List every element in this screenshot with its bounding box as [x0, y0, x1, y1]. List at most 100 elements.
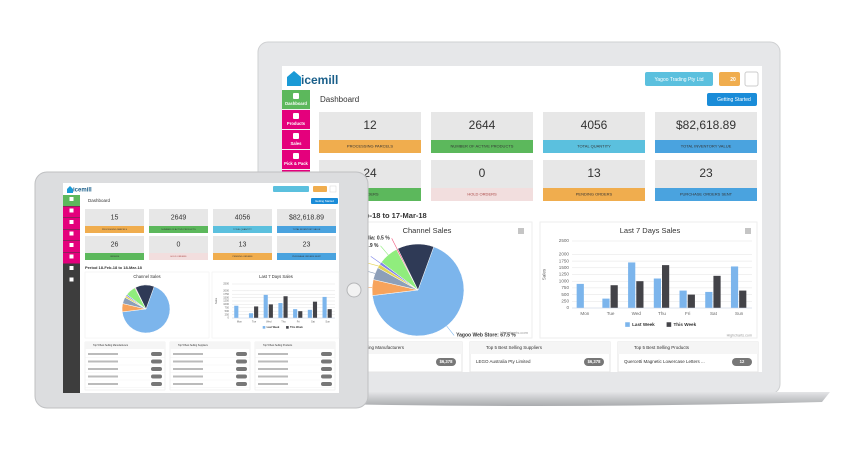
legend-swatch [262, 326, 266, 329]
table-row-text [88, 375, 118, 378]
info-button[interactable] [744, 71, 759, 87]
stat-card [85, 209, 144, 226]
bar [268, 304, 273, 318]
legend-label: This Week [674, 322, 697, 327]
sidebar-icon [293, 153, 299, 159]
sidebar-icon [69, 208, 74, 213]
bar [283, 296, 288, 318]
stat-label: NUMBER OF ACTIVE PRODUCTS [161, 228, 196, 231]
bar [254, 306, 259, 318]
stat-value: 26 [111, 241, 119, 248]
table-row-text [258, 383, 288, 385]
stat-card [149, 209, 208, 226]
sidebar-icon [293, 133, 299, 139]
sidebar-icon [69, 277, 74, 282]
table-row-badge [236, 374, 247, 379]
stat-value: 4056 [235, 214, 251, 221]
table-row-text [88, 353, 118, 355]
stat-label: PURCHASE ORDERS SENT [680, 192, 733, 197]
y-tick-label: 0 [566, 305, 569, 310]
stat-label: HOLD ORDERS [170, 256, 187, 258]
x-tick-label: Tue [607, 311, 615, 316]
bar [307, 309, 312, 318]
table-row-name: LEGO Australia Pty Limited [476, 359, 531, 364]
table-row-badge [436, 358, 456, 366]
sidebar-item[interactable] [282, 90, 310, 109]
sidebar-item[interactable] [282, 110, 310, 129]
table-row-badge [151, 367, 162, 371]
account-button [273, 186, 309, 192]
legend-swatch [286, 326, 289, 329]
stat-card [543, 160, 645, 188]
account-button[interactable] [645, 72, 713, 86]
bar [322, 296, 327, 318]
stat-card [431, 112, 533, 140]
table-row-badge [151, 382, 162, 386]
stat-value: $82,618.89 [289, 214, 324, 221]
sidebar-icon [293, 113, 299, 119]
y-tick-label: 2500 [223, 282, 229, 286]
pie-slice [397, 243, 435, 291]
logo-text: icemill [73, 188, 92, 194]
stat-label: PENDING ORDERS [576, 192, 613, 197]
stat-card-band [213, 226, 272, 233]
stat-label: PENDING ORDERS [233, 256, 253, 258]
y-tick-label: 2000 [559, 252, 570, 257]
sidebar-item[interactable] [282, 150, 310, 169]
table-row-badge [321, 374, 332, 379]
stat-card-band [431, 140, 533, 153]
stat-value: 0 [479, 166, 486, 180]
y-tick-label: 2000 [223, 288, 229, 292]
sidebar-icon [69, 220, 74, 224]
pie-connector [368, 263, 379, 267]
table-row-text [173, 353, 203, 355]
stat-value: 23 [699, 166, 713, 180]
pie-credits: Highcharts.com [500, 330, 528, 335]
bar [713, 275, 721, 308]
x-tick-label: Sun [735, 311, 744, 316]
pie-label-value: 67.5 % [500, 333, 516, 339]
pie-label-value: 6.9 % [366, 243, 379, 249]
sidebar-icon [69, 266, 74, 270]
table-title: Top 5 Best Selling Products [634, 345, 690, 350]
stat-card-band [85, 226, 144, 233]
stat-label: TOTAL INVENTORY VALUE [681, 144, 732, 149]
stat-card [277, 209, 336, 226]
x-tick-label: Sat [311, 319, 315, 323]
y-tick-label: 1250 [559, 272, 570, 277]
x-tick-label: Mon [237, 319, 243, 323]
stat-value: 15 [111, 214, 119, 221]
pie-title: Channel Sales [403, 226, 452, 235]
stat-card [431, 160, 533, 188]
getting-started-button [311, 198, 338, 204]
bar [636, 281, 644, 308]
stat-card-band [149, 253, 208, 260]
x-tick-label: Wed [632, 311, 642, 316]
sidebar-item[interactable] [282, 130, 310, 149]
table-header [470, 342, 610, 354]
table-title: Top 5 Best Selling Products [263, 344, 293, 347]
table-row-badge [321, 382, 332, 386]
y-tick-label: 1750 [223, 292, 229, 296]
pie-slice [121, 286, 171, 334]
bar [662, 265, 670, 308]
stat-value: 4056 [581, 118, 608, 132]
y-tick-label: 0 [228, 316, 230, 320]
stat-value: 0 [177, 241, 181, 248]
stat-card [213, 236, 272, 253]
bar [602, 298, 610, 308]
pie-connector [380, 245, 389, 256]
stat-card [149, 236, 208, 253]
y-axis-title: Sales [214, 297, 218, 304]
table-row-badge [151, 352, 162, 356]
y-axis-title: Sales [542, 268, 547, 280]
stat-value: 12 [363, 118, 377, 132]
stat-value: 13 [239, 241, 247, 248]
table-row-text [258, 353, 288, 355]
getting-started-button[interactable] [707, 93, 757, 106]
stat-label: NUMBER OF ACTIVE PRODUCTS [451, 144, 514, 149]
table-row-name: Quercetti Magnetic Lowercase Letters ... [624, 359, 705, 364]
stat-card [277, 236, 336, 253]
y-tick-label: 1250 [223, 299, 229, 303]
bar-panel [211, 271, 340, 339]
